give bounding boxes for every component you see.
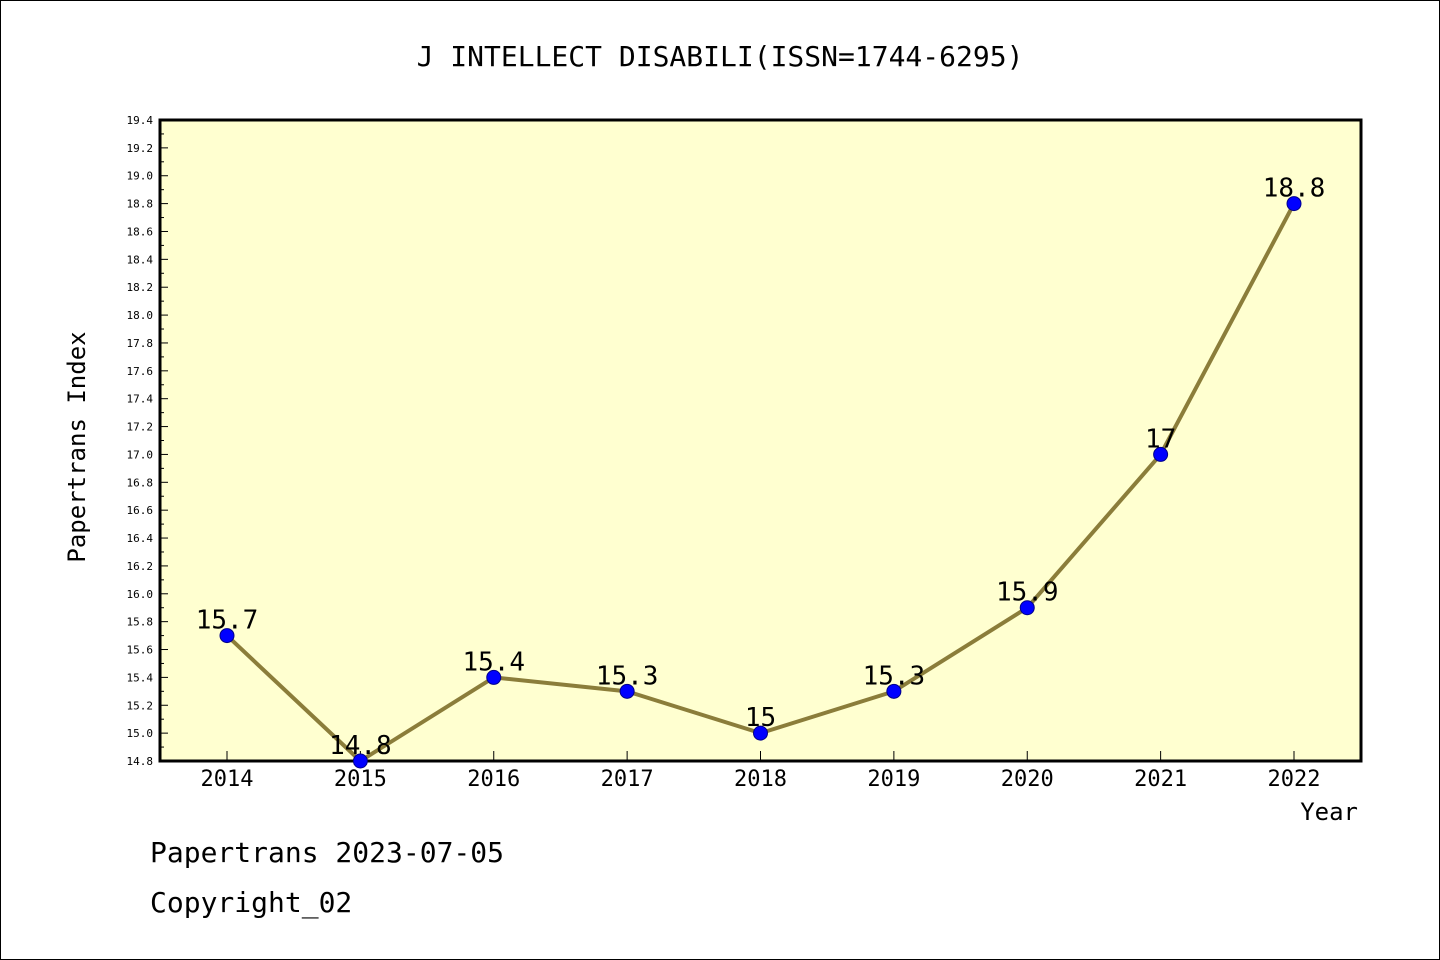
data-label: 15.9	[996, 578, 1059, 608]
data-label: 18.8	[1263, 174, 1326, 204]
data-point	[753, 725, 768, 741]
data-point	[619, 683, 635, 699]
series-layer: 15.7 14.8 15.4 15.3 15 15.3 15.9 17 18.8	[196, 174, 1326, 769]
x-tick-label: 2014	[201, 767, 254, 792]
y-tick-label: 19.4	[127, 114, 154, 127]
y-tick-label: 17.4	[127, 393, 154, 406]
data-label: 15.4	[462, 647, 525, 677]
x-tick-label: 2018	[734, 767, 787, 792]
plot-area	[158, 118, 1363, 763]
y-tick-label: 16.2	[127, 560, 154, 573]
data-point	[352, 753, 368, 769]
y-tick-label: 18.8	[127, 198, 154, 211]
y-tick-label: 15.8	[127, 616, 154, 629]
x-tick-label: 2022	[1268, 767, 1321, 792]
y-axis: 14.8 15.0 15.2 15.4 15.6 15.8 16.0 16.2 16.4 16.6…	[127, 114, 168, 768]
y-tick-label: 14.8	[127, 755, 154, 768]
x-tick-label: 2016	[467, 767, 520, 792]
footer-date-line: Papertrans 2023-07-05	[150, 836, 505, 869]
y-axis-title: Papertrans Index	[63, 331, 91, 562]
data-point	[1286, 196, 1302, 212]
chart-title: J INTELLECT DISABILI(ISSN=1744-6295)	[417, 40, 1024, 73]
data-point	[886, 683, 902, 699]
data-point	[486, 669, 502, 685]
y-tick-label: 16.6	[127, 504, 154, 517]
y-tick-label: 19.2	[127, 142, 154, 155]
y-tick-label: 16.0	[127, 588, 154, 601]
y-tick-label: 17.6	[127, 365, 154, 378]
data-point	[1019, 600, 1035, 616]
x-tick-label: 2017	[601, 767, 654, 792]
data-point	[219, 628, 235, 644]
data-label: 15.3	[596, 661, 659, 691]
y-tick-label: 16.4	[127, 532, 154, 545]
y-tick-label: 18.2	[127, 281, 154, 294]
x-axis: 2014 2015 2016 2017 2018 2019 2020 2021 2022	[201, 751, 1321, 792]
y-tick-label: 17.8	[127, 337, 154, 350]
y-tick-label: 18.4	[127, 253, 154, 266]
data-label: 15.3	[863, 661, 926, 691]
y-tick-label: 18.6	[127, 225, 154, 238]
x-axis-title: Year	[1300, 798, 1358, 826]
x-tick-label: 2019	[867, 767, 920, 792]
y-tick-label: 18.0	[127, 309, 154, 322]
y-tick-label: 15.0	[127, 727, 154, 740]
y-tick-label: 15.2	[127, 699, 154, 712]
y-tick-label: 17.2	[127, 421, 154, 434]
y-tick-label: 17.0	[127, 448, 154, 461]
x-tick-label: 2021	[1134, 767, 1187, 792]
data-label: 17	[1145, 424, 1176, 454]
y-tick-label: 16.8	[127, 476, 154, 489]
data-label: 14.8	[329, 731, 392, 761]
y-tick-label: 19.0	[127, 170, 154, 183]
data-label: 15	[745, 703, 776, 733]
y-tick-label: 15.4	[127, 671, 154, 684]
footer-copyright: Copyright_02	[150, 886, 353, 919]
data-label: 15.7	[196, 606, 259, 636]
x-tick-label: 2020	[1001, 767, 1054, 792]
x-tick-label: 2015	[334, 767, 387, 792]
data-point	[1153, 446, 1169, 462]
y-tick-label: 15.6	[127, 644, 154, 657]
